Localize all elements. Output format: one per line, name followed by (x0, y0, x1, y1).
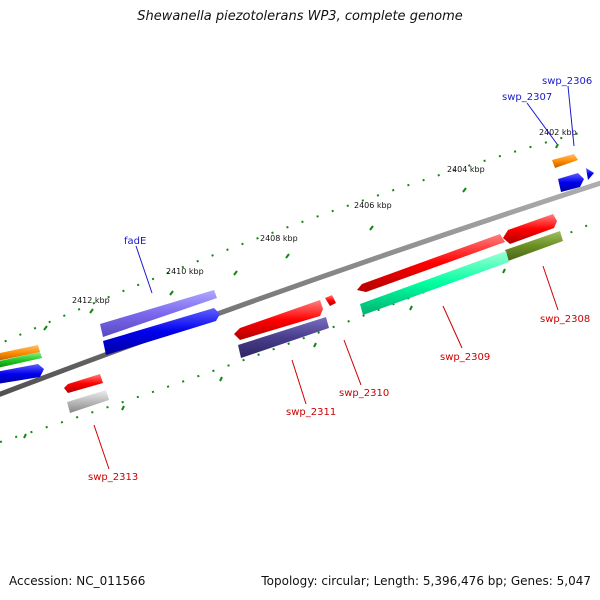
label-swp-2308[interactable]: swp_2308 (540, 314, 590, 325)
accession-text: Accession: NC_011566 (9, 574, 146, 588)
kbp-labels: 2402 kbp 2404 kbp 2406 kbp 2408 kbp 2410… (72, 128, 577, 305)
label-fadE[interactable]: fadE (124, 236, 146, 247)
gene-swp-2309-red[interactable] (357, 234, 505, 292)
outer-major-ticks (43, 143, 559, 331)
gene-swp-2313-red[interactable] (64, 374, 103, 393)
kbp-label-2404: 2404 kbp (447, 165, 485, 174)
genome-backbone (0, 180, 600, 397)
label-swp-2311[interactable]: swp_2311 (286, 407, 336, 418)
kbp-label-2406: 2406 kbp (354, 201, 392, 210)
label-swp-2313[interactable]: swp_2313 (88, 472, 138, 483)
gene-swp-2311-dslate[interactable] (238, 317, 329, 358)
gene-small-blue-arrow[interactable] (586, 168, 594, 180)
gene-swp-2309-spring[interactable] (360, 251, 509, 315)
kbp-label-2410: 2410 kbp (166, 267, 204, 276)
label-swp-2309[interactable]: swp_2309 (440, 352, 490, 363)
gene-fadE-slate[interactable] (100, 290, 217, 337)
gene-swp-2307[interactable] (552, 154, 578, 168)
gene-green-left[interactable] (0, 352, 42, 368)
gene-swp-2310[interactable] (325, 295, 336, 306)
gene-swp-2308-red[interactable] (503, 214, 557, 244)
gene-swp-2308-olive[interactable] (505, 231, 563, 261)
kbp-label-2402: 2402 kbp (539, 128, 577, 137)
gene-blue-left[interactable] (0, 364, 44, 384)
gene-swp-2313-gray[interactable] (67, 390, 109, 413)
gene-swp-2311-red[interactable] (234, 300, 323, 340)
label-leader-lines (93, 85, 575, 470)
genome-summary-text: Topology: circular; Length: 5,396,476 bp… (261, 574, 591, 588)
gene-labels: swp_2306 swp_2307 fadE swp_2308 swp_2309… (88, 76, 592, 483)
left-edge-features (0, 345, 44, 384)
map-title: Shewanella piezotolerans WP3, complete g… (137, 9, 463, 24)
label-swp-2310[interactable]: swp_2310 (339, 388, 389, 399)
top-right-features (552, 154, 594, 192)
label-swp-2306[interactable]: swp_2306 (542, 76, 592, 87)
gene-fadE-blue[interactable] (103, 308, 220, 355)
gene-orange-left[interactable] (0, 345, 40, 361)
label-swp-2307[interactable]: swp_2307 (502, 92, 552, 103)
gene-swp-2306[interactable] (558, 173, 584, 192)
inner-major-ticks (23, 268, 506, 439)
kbp-label-2412: 2412 kbp (72, 296, 110, 305)
kbp-label-2408: 2408 kbp (260, 234, 298, 243)
